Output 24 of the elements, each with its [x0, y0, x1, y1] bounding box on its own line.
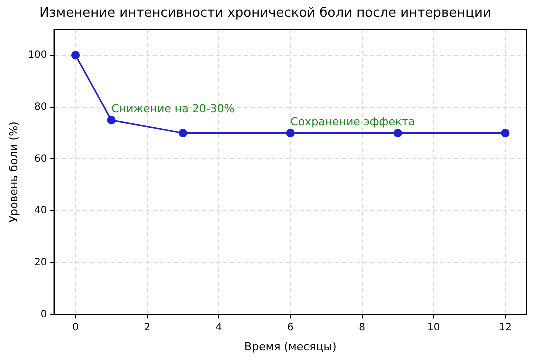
x-tick-label: 2 [144, 322, 151, 334]
y-tick-label: 20 [34, 258, 48, 269]
x-tick-label: 6 [287, 322, 294, 334]
point [178, 129, 188, 138]
point [501, 129, 510, 138]
y-tick-label: 40 [34, 206, 48, 217]
point [394, 129, 402, 138]
x-tick-label: 12 [499, 322, 512, 334]
annotation: Снижение на 20-30% [112, 102, 235, 116]
chart-title: Изменение интенсивности хронической боли после интервенции [40, 6, 492, 22]
y-tick-label: 0 [40, 309, 48, 320]
annotation: Сохранение эффекта [290, 115, 416, 128]
x-tick-label: 8 [359, 322, 366, 334]
x-tick-label: 4 [216, 322, 222, 334]
y-tick-label: 100 [28, 50, 48, 62]
x-tick-label: 0 [72, 322, 79, 334]
x-tick-label: 10 [428, 322, 440, 334]
x-axis-title: Время (месяцы) [244, 340, 337, 354]
y-tick-label: 80 [34, 102, 48, 113]
point [286, 129, 295, 138]
y-axis-title: Уровень боли (%) [7, 122, 20, 223]
point [72, 51, 80, 60]
point [107, 116, 116, 125]
y-tick-label: 60 [34, 154, 48, 165]
